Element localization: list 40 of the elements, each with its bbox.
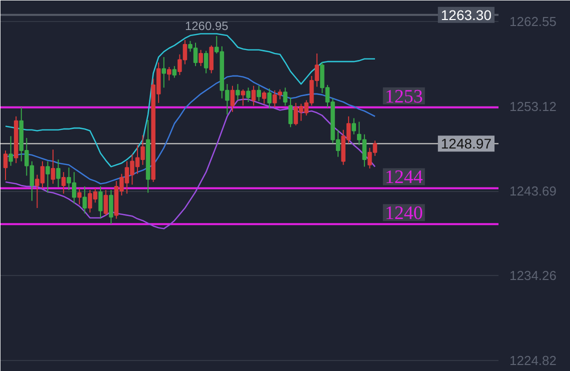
candlestick — [240, 88, 246, 106]
line-series — [4, 33, 376, 168]
candlestick — [246, 87, 250, 103]
candlestick — [262, 90, 266, 104]
annotation: 1260.95 — [184, 18, 229, 33]
ref-line-label: 1253 — [384, 86, 423, 108]
y-tick-label: 1253.12 — [510, 98, 556, 114]
candlestick — [162, 56, 166, 88]
candlestick — [236, 84, 240, 101]
candlestick — [3, 150, 8, 181]
candlestick — [198, 49, 203, 67]
candlestick — [283, 87, 288, 106]
candlestick — [352, 118, 356, 135]
ref-line-label: 1240 — [384, 203, 423, 224]
candlestick — [256, 85, 262, 102]
y-tick-label: 1262.55 — [510, 14, 556, 30]
candlestick — [61, 172, 66, 194]
y-tick-label: 1234.26 — [510, 268, 556, 284]
candlestick — [288, 97, 293, 128]
candlestick — [8, 136, 13, 166]
candlestick — [204, 50, 208, 74]
ref-line-label: 1263.30 — [440, 6, 492, 23]
candlestick — [167, 66, 172, 81]
candlestick — [230, 85, 235, 112]
candlestick — [209, 44, 214, 74]
candlestick — [82, 186, 87, 214]
y-tick-label: 1224.82 — [510, 353, 556, 368]
candlestick — [46, 160, 50, 194]
candlestick — [77, 188, 82, 205]
candlestick — [172, 66, 177, 78]
candlestick — [50, 149, 56, 184]
y-tick-label: 1243.69 — [510, 184, 556, 199]
candlestick — [108, 190, 114, 225]
candlestick — [98, 186, 103, 218]
candlestick — [104, 190, 108, 216]
ref-line-label: 1248.97 — [440, 136, 492, 152]
ref-line-label: 1244 — [384, 167, 424, 188]
candlestick — [56, 159, 60, 188]
candlestick — [267, 88, 272, 109]
candlestick — [251, 85, 256, 106]
